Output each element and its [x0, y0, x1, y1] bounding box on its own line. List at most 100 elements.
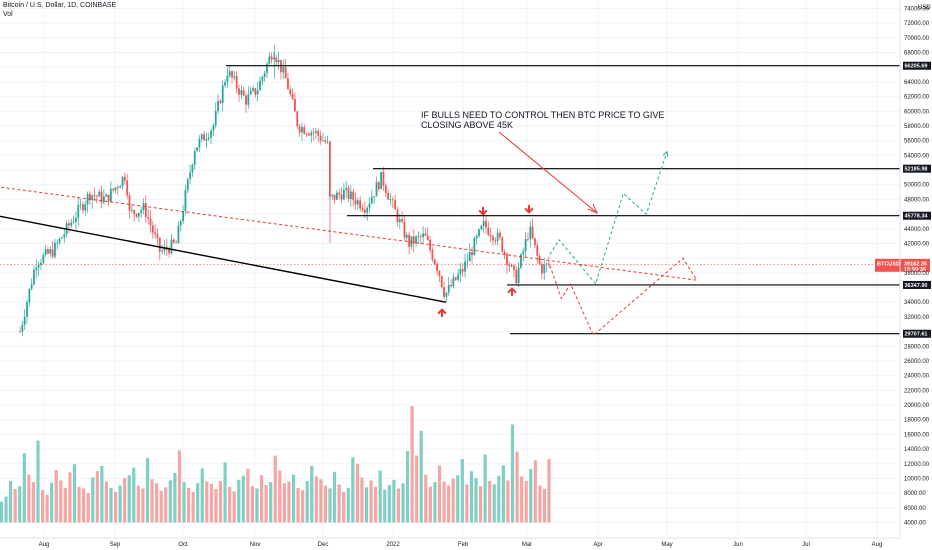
volume-bar [332, 471, 337, 523]
volume-bar [319, 479, 323, 523]
candle-body [347, 187, 350, 200]
bullish-projection-arrowhead [662, 150, 669, 157]
candle-body [454, 277, 457, 280]
candle-body [109, 188, 112, 202]
candle-body [326, 141, 329, 143]
candle-body [231, 71, 233, 78]
volume-bar [346, 487, 350, 523]
candle-body [443, 286, 445, 297]
candle-body [312, 132, 315, 134]
candle-body [219, 100, 222, 104]
candle-body [298, 126, 301, 133]
volume-bar [104, 481, 109, 523]
candle-body [147, 217, 150, 219]
volume-bar [378, 470, 382, 523]
volume-bar [68, 472, 72, 523]
candle-body [331, 194, 334, 197]
volume-bar [214, 489, 218, 523]
candle-body [466, 261, 469, 262]
candle-body [263, 73, 266, 77]
candle-body [503, 251, 506, 254]
volume-bar [538, 485, 542, 523]
candle-body [431, 249, 434, 260]
candle-body [191, 164, 194, 173]
ascending-trendline [0, 215, 447, 303]
candle-body [324, 140, 327, 143]
candle-body [492, 236, 494, 241]
candle-body [405, 234, 408, 238]
candle-body [536, 245, 539, 256]
candle-body [415, 236, 417, 244]
volume-bar [91, 477, 95, 523]
candle-body [233, 76, 236, 78]
volume-bar [465, 484, 469, 523]
volume-bar [123, 478, 127, 523]
candle-body [98, 191, 101, 197]
price-tick-label: 12000.00 [904, 462, 930, 468]
candle-body [524, 239, 527, 252]
candle-body [305, 133, 308, 135]
volume-bar [442, 481, 446, 523]
volume-bar [401, 483, 405, 523]
volume-bar [250, 486, 255, 523]
candle-body [47, 249, 49, 254]
candle-body [289, 89, 292, 94]
candle-body [294, 98, 296, 112]
candle-body [26, 302, 28, 317]
candle-body [177, 225, 180, 244]
candle-body [335, 192, 338, 200]
candle-body [228, 71, 231, 76]
candle-body [513, 265, 515, 270]
bullish-projection [549, 151, 668, 285]
price-tick-label: 18000.00 [904, 418, 930, 424]
candle-body [510, 265, 513, 267]
price-tick-label: 16000.00 [904, 432, 930, 438]
price-tick-label: 10000.00 [904, 476, 930, 482]
price-tick-label: 50000.00 [904, 183, 930, 189]
volume-bar [132, 467, 136, 523]
candle-body [389, 199, 392, 201]
candle-body [144, 203, 147, 217]
candle-body [189, 172, 191, 180]
candle-body [42, 254, 45, 263]
volume-bar [296, 487, 300, 523]
candle-body [296, 111, 299, 127]
candle-body [249, 90, 252, 95]
candle-body [37, 265, 40, 268]
price-tick-label: 62000.00 [904, 95, 930, 101]
candle-body [58, 238, 61, 243]
candle-body [548, 263, 550, 265]
candle-body [51, 249, 54, 257]
volume-bar [77, 486, 81, 523]
candle-body [401, 219, 404, 222]
price-tick-label: 44000.00 [904, 227, 930, 233]
candle-body [207, 137, 210, 139]
candle-body [33, 269, 35, 285]
volume-bar [501, 465, 505, 523]
candle-body [480, 225, 483, 230]
candle-body [205, 138, 208, 141]
candle-body [135, 213, 138, 217]
buy-marker-arrow [437, 308, 447, 318]
level-price-label: 36347.90 [905, 283, 928, 289]
candle-body [79, 204, 82, 206]
volume-bar [54, 470, 58, 523]
candle-body [151, 225, 154, 233]
candle-body [112, 188, 115, 191]
price-tick-label: 20000.00 [904, 403, 930, 409]
volume-bar [424, 474, 428, 523]
candle-body [471, 252, 473, 256]
level-price-tag [903, 280, 931, 289]
volume-bar [72, 464, 77, 523]
candle-body [380, 171, 383, 190]
sell-marker-arrow [478, 206, 488, 216]
candle-body [75, 217, 77, 222]
volume-bar [118, 485, 122, 523]
time-tick-label: Sep [110, 542, 121, 548]
volume-bar [405, 450, 410, 523]
candle-body [252, 88, 254, 91]
candle-body [447, 284, 450, 293]
current-price-value: 39162.35 [904, 262, 927, 268]
